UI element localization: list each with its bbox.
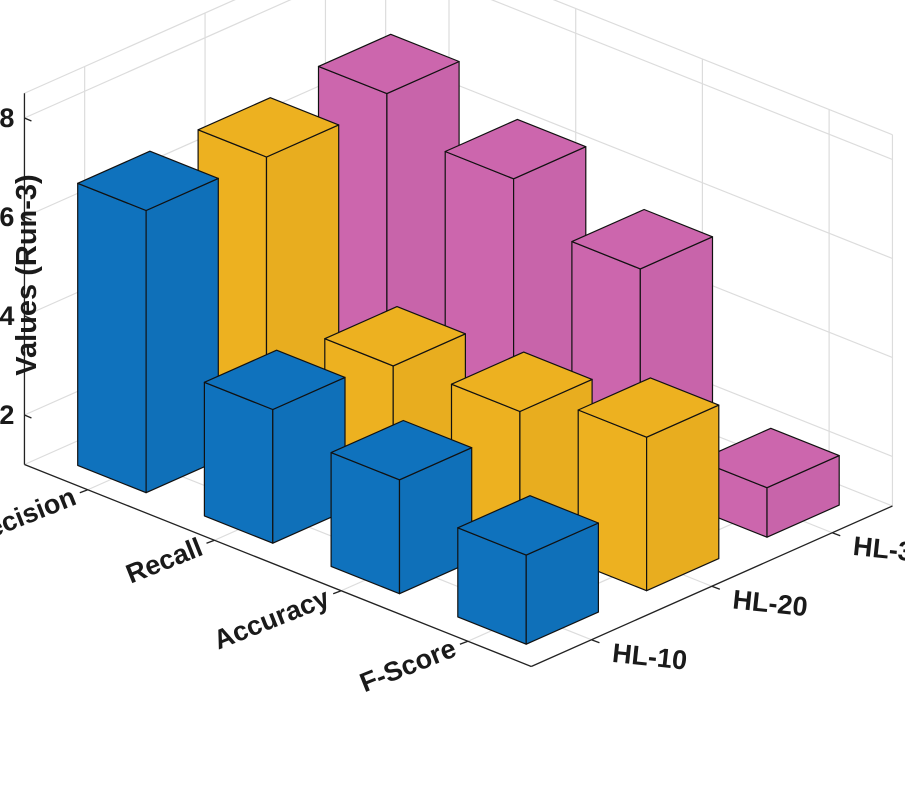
- x-axis-line: [24, 463, 532, 668]
- bar-top-face: [577, 377, 720, 438]
- z-tick-mark: [24, 414, 32, 419]
- axis-layer: [23, 93, 893, 668]
- category-label: F-Score: [356, 633, 460, 698]
- bar-top-face: [571, 208, 714, 270]
- z-tick-label: 0.92: [0, 400, 14, 430]
- bar-top-face: [197, 97, 340, 158]
- y-axis-label: Values (Run-3): [11, 174, 43, 375]
- grid-back-line: [490, 0, 893, 161]
- x-tick-mark: [332, 590, 342, 595]
- z-tick-mark: [24, 315, 32, 320]
- category-label: Accuracy: [209, 583, 333, 656]
- y-tick-mark: [832, 532, 841, 537]
- category-label: Precision: [0, 482, 80, 555]
- z-tick-label: 0.96: [0, 202, 14, 232]
- bar-top-face: [77, 150, 219, 212]
- grid-back-line: [385, 55, 893, 260]
- z-tick-label: 0.98: [0, 103, 14, 133]
- bar-top-face: [330, 419, 473, 481]
- bar: [330, 419, 473, 595]
- bar-front-face: [203, 381, 274, 544]
- x-tick-mark: [459, 640, 469, 645]
- bar-top-face: [324, 306, 466, 367]
- x-tick-mark: [206, 539, 215, 544]
- bar-top-face: [450, 351, 593, 413]
- bar: [77, 150, 219, 494]
- z-tick-label: 0.94: [0, 301, 14, 331]
- bar-top-face: [203, 349, 346, 411]
- bar: [697, 427, 840, 538]
- y-tick-mark: [591, 639, 600, 644]
- series-label: HL-10: [611, 638, 689, 676]
- bar-top-face: [457, 495, 600, 556]
- bar-top-face: [697, 427, 840, 489]
- z-tick-mark: [24, 216, 32, 221]
- category-label: Recall: [122, 532, 207, 589]
- bar-front-face: [77, 182, 147, 494]
- bar: [457, 495, 600, 645]
- bar-layer: [77, 33, 840, 645]
- bar: [577, 377, 720, 592]
- bar-top-face: [444, 118, 587, 180]
- series-label: HL-20: [731, 584, 809, 622]
- bar: [203, 349, 346, 544]
- grid-back-line: [552, 0, 893, 136]
- bar-top-face: [317, 33, 460, 95]
- y-tick-mark: [711, 585, 721, 590]
- x-tick-mark: [79, 489, 89, 494]
- z-tick-mark: [24, 117, 32, 122]
- series-label: HL-30: [852, 531, 905, 569]
